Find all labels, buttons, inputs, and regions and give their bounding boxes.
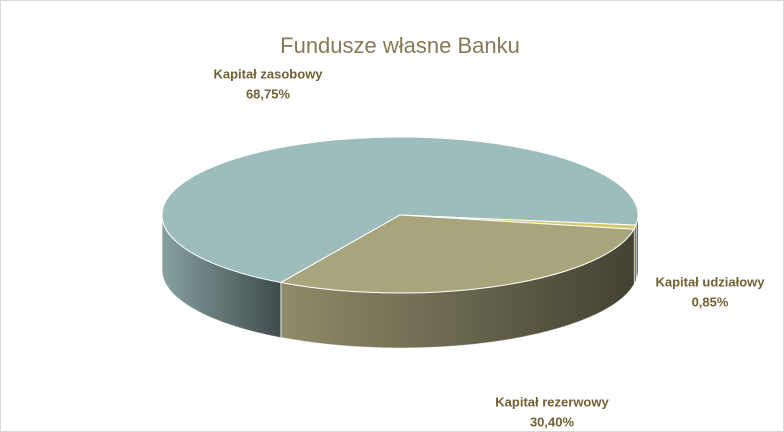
slice-label: Kapitał rezerwowy [495, 394, 609, 409]
chart-title: Fundusze własne Banku [280, 33, 520, 58]
slice [279, 214, 635, 294]
slice-value-label: 0,85% [692, 294, 729, 309]
slice-value-label: 30,40% [530, 414, 575, 429]
slice-label: Kapitał zasobowy [213, 66, 323, 81]
slice-side-shade [281, 229, 634, 349]
slice-value-label: 68,75% [246, 86, 291, 101]
slice [161, 136, 639, 284]
slice-label: Kapitał udziałowy [655, 274, 765, 289]
slice-side-shade [635, 215, 638, 281]
slice-side-shade [162, 215, 281, 338]
